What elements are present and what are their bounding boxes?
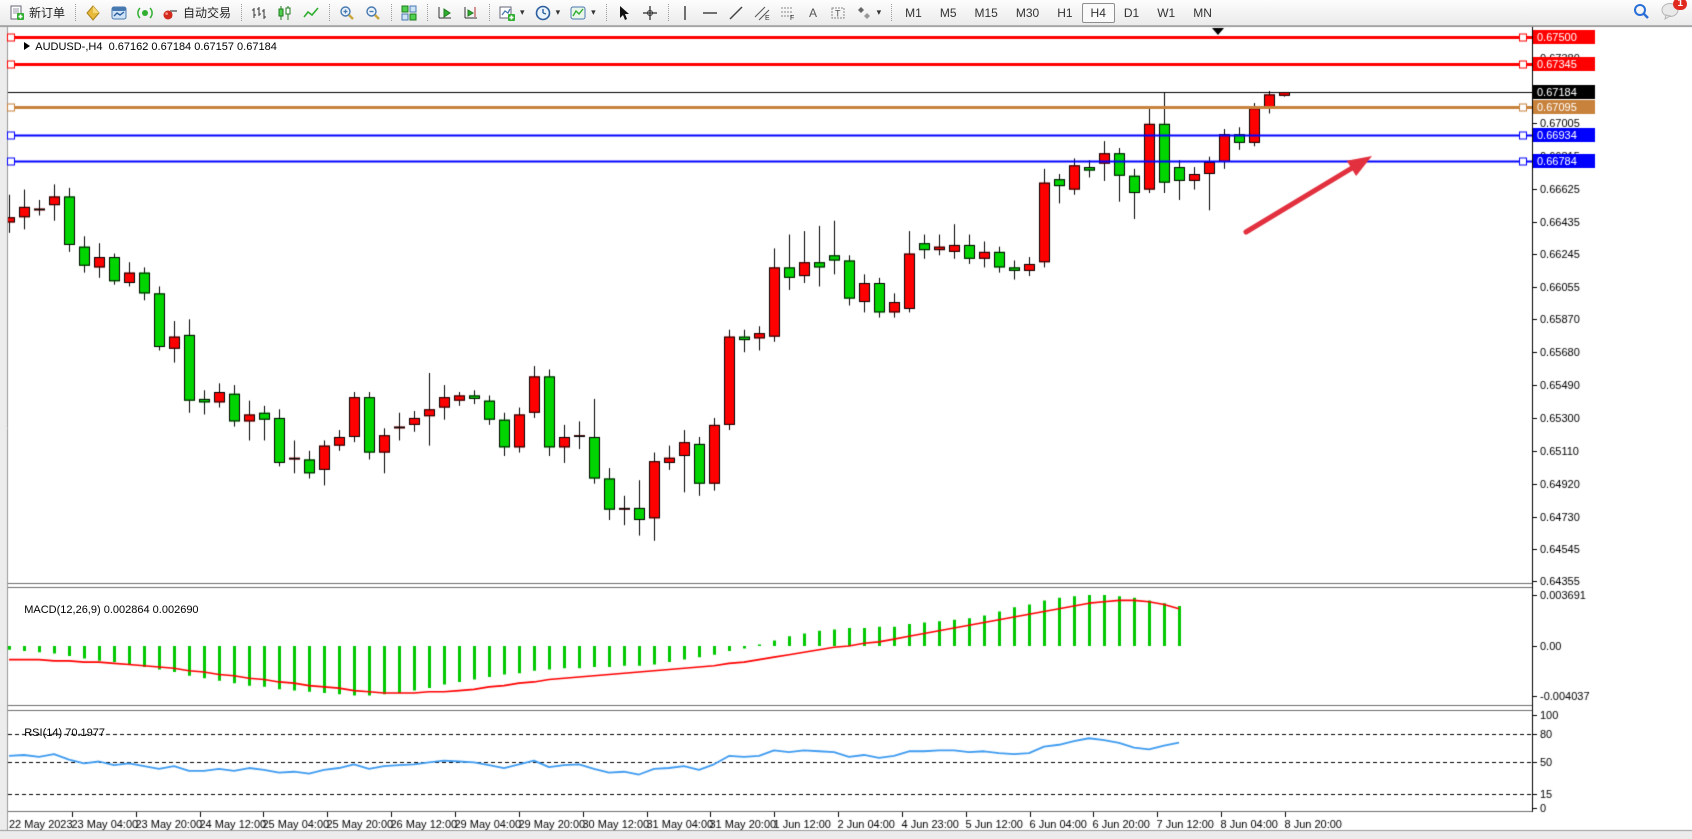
dropdown-caret-icon: ▾ bbox=[591, 7, 596, 17]
periods-clock-icon bbox=[535, 5, 551, 21]
toolbar-separator bbox=[887, 4, 893, 21]
svg-text:F: F bbox=[790, 15, 794, 21]
timeframe-button-mn[interactable]: MN bbox=[1193, 5, 1212, 20]
toolbar-separator bbox=[485, 4, 491, 21]
bar-chart-button[interactable] bbox=[246, 2, 272, 24]
add-indicator-icon bbox=[499, 5, 516, 21]
dropdown-caret-icon: ▾ bbox=[520, 7, 525, 17]
new-order-button[interactable]: 新订单 bbox=[4, 1, 70, 24]
vertical-line-icon bbox=[678, 5, 692, 21]
arrows-icon bbox=[856, 5, 872, 21]
text-button[interactable]: A bbox=[801, 2, 825, 24]
svg-text:E: E bbox=[765, 15, 770, 21]
metaeditor-button[interactable] bbox=[80, 2, 106, 24]
chart-canvas[interactable] bbox=[0, 26, 1692, 839]
zoom-out-button[interactable] bbox=[360, 2, 386, 24]
autotrading-label: 自动交易 bbox=[183, 6, 232, 20]
timeframe-button-w1[interactable]: W1 bbox=[1157, 5, 1176, 20]
equidistant-channel-icon: E bbox=[754, 5, 770, 21]
text-label-button[interactable]: T bbox=[825, 2, 851, 24]
bar-chart-icon bbox=[251, 5, 267, 21]
timeframe-button-m5[interactable]: M5 bbox=[939, 5, 957, 20]
svg-text:T: T bbox=[835, 8, 841, 18]
one-click-trading-toggle[interactable] bbox=[24, 42, 31, 50]
timeframe-group: M1 M5 M15 M30 H1 H4 D1 W1 MN bbox=[896, 2, 1221, 23]
templates-button[interactable]: ▾ bbox=[565, 2, 601, 24]
line-chart-icon bbox=[303, 5, 319, 21]
dropdown-caret-icon: ▾ bbox=[555, 7, 561, 17]
data-window-button[interactable] bbox=[106, 2, 132, 24]
candlestick-chart-button[interactable] bbox=[272, 2, 298, 24]
chart-shift-button[interactable] bbox=[458, 2, 484, 24]
candlestick-chart-icon bbox=[277, 5, 293, 21]
autoscroll-icon bbox=[437, 5, 453, 21]
search-button[interactable] bbox=[1632, 2, 1650, 23]
text-label-icon: T bbox=[830, 5, 846, 21]
cursor-icon bbox=[616, 5, 632, 21]
toolbar-separator bbox=[71, 4, 77, 21]
timeframe-button-d1[interactable]: D1 bbox=[1123, 5, 1140, 20]
data-window-icon bbox=[111, 5, 127, 21]
autotrading-button[interactable]: 自动交易 bbox=[158, 1, 236, 24]
trendline-icon bbox=[728, 5, 744, 21]
chart-window: AUDUSD-,H4 0.67162 0.67184 0.67157 0.671… bbox=[0, 26, 1692, 839]
text-icon: A bbox=[806, 5, 820, 21]
trendline-button[interactable] bbox=[723, 2, 749, 24]
toolbar-separator bbox=[423, 4, 429, 21]
timeframe-button-m30[interactable]: M30 bbox=[1015, 5, 1040, 20]
new-order-icon bbox=[9, 5, 25, 21]
crosshair-icon bbox=[642, 5, 658, 21]
navigator-icon bbox=[137, 5, 153, 21]
fibonacci-button[interactable]: F bbox=[775, 2, 801, 24]
line-chart-button[interactable] bbox=[298, 2, 324, 24]
notification-badge: 1 bbox=[1673, 0, 1687, 10]
add-indicator-button[interactable]: ▾ bbox=[494, 2, 530, 24]
timeframe-button-m15[interactable]: M15 bbox=[974, 5, 998, 20]
arrows-button[interactable]: ▾ bbox=[851, 2, 887, 24]
cursor-button[interactable] bbox=[611, 2, 637, 24]
metaeditor-icon bbox=[85, 4, 101, 21]
autotrading-icon bbox=[163, 5, 179, 21]
notifications-button[interactable]: 1 bbox=[1660, 0, 1687, 23]
new-order-label: 新订单 bbox=[29, 6, 66, 20]
autoscroll-button[interactable] bbox=[432, 2, 458, 24]
svg-text:A: A bbox=[809, 6, 817, 20]
fibonacci-icon: F bbox=[780, 5, 796, 21]
vertical-line-button[interactable] bbox=[673, 2, 697, 24]
horizontal-line-button[interactable] bbox=[697, 2, 723, 24]
toolbar-separator bbox=[325, 4, 331, 21]
toolbar-separator bbox=[237, 4, 243, 21]
zoom-in-button[interactable] bbox=[334, 2, 360, 24]
zoom-in-icon bbox=[339, 5, 355, 21]
chart-shift-icon bbox=[463, 5, 479, 21]
equidistant-channel-button[interactable]: E bbox=[749, 2, 775, 24]
timeframe-button-h4[interactable]: H4 bbox=[1081, 2, 1115, 23]
tile-windows-icon bbox=[401, 5, 417, 21]
crosshair-button[interactable] bbox=[637, 2, 663, 24]
toolbar: 新订单 自动交易 ▾ ▾ ▾ E F A T ▾ M1 M5 M15 M30 H1 H4 D… bbox=[0, 0, 1692, 26]
toolbar-separator bbox=[664, 4, 669, 21]
timeframe-button-h1[interactable]: H1 bbox=[1057, 5, 1073, 20]
navigator-button[interactable] bbox=[132, 2, 158, 24]
toolbar-separator bbox=[387, 4, 393, 21]
zoom-out-icon bbox=[365, 5, 381, 21]
dropdown-caret-icon: ▾ bbox=[876, 7, 882, 17]
horizontal-line-icon bbox=[702, 5, 718, 21]
toolbar-right-group: 1 bbox=[1632, 0, 1688, 23]
periods-button[interactable]: ▾ bbox=[530, 2, 566, 24]
timeframe-button-m1[interactable]: M1 bbox=[905, 5, 922, 20]
toolbar-separator bbox=[602, 4, 607, 21]
templates-icon bbox=[570, 5, 586, 21]
tile-windows-button[interactable] bbox=[396, 2, 422, 24]
